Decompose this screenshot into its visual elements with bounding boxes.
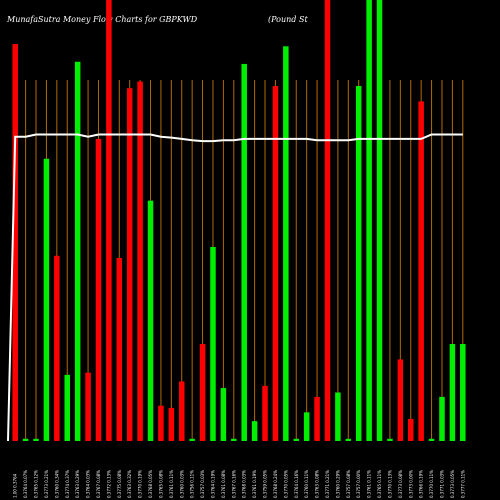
x-tick-label: 0.3775 0.08% — [117, 470, 122, 498]
bar-up — [189, 438, 195, 441]
bar-down — [272, 86, 279, 441]
grid-lines — [14, 80, 464, 441]
x-tick-label: 0.3773 0.00% — [408, 470, 413, 498]
x-tick-label: 0.3764 0.16% — [294, 470, 299, 498]
x-tick-label: 0.3768 0.03% — [242, 470, 247, 498]
bar-up — [460, 343, 466, 441]
x-tick-label: 0.3760 0.29% — [335, 470, 340, 498]
bar-down — [106, 0, 112, 441]
bar-down — [397, 359, 404, 441]
bar-up — [22, 438, 29, 441]
x-tick-label: 0.3759 0.05% — [263, 470, 268, 498]
x-tick-label: 0.3773 0.08% — [398, 470, 403, 498]
x-tick-label: 0.3764 0.07% — [23, 470, 28, 498]
x-tick-label: 0.3767 0.16% — [231, 470, 236, 498]
x-tick-label: 0.3772 0.13% — [106, 470, 111, 498]
bar-down — [158, 405, 164, 441]
x-tick-label: 0.3761 0.19% — [252, 470, 257, 498]
x-tick-label: 0.3763 0.32% — [127, 470, 132, 498]
bar-down — [85, 372, 91, 441]
x-tick-label: 0.3764 0.19% — [210, 470, 215, 498]
bar-up — [64, 374, 70, 441]
bar-down — [168, 407, 175, 441]
bar-down — [199, 343, 206, 441]
bar-up — [74, 61, 81, 442]
x-tick-label: 0.3765 0.12% — [34, 470, 39, 498]
x-tick-label: 0.3760 0.34% — [54, 470, 59, 498]
x-tick-label: 0.3773 0.21% — [44, 470, 49, 498]
x-tick-label: 0.3756 0.11% — [190, 470, 195, 498]
bar-down — [418, 101, 424, 442]
x-tick-label: 0.3771 0.03% — [439, 470, 444, 498]
x-tick-label: 0.3771 0.21% — [325, 470, 330, 498]
x-tick-label: 0.3766 0.19% — [419, 470, 424, 498]
bar-down — [137, 81, 143, 441]
money-flow-line — [7, 133, 463, 442]
bar-up — [335, 392, 341, 441]
bar-up — [210, 246, 216, 441]
line-series — [7, 133, 463, 442]
bar-up — [355, 86, 362, 441]
x-tick-label: 0.3770 0.05% — [283, 470, 288, 498]
x-tick-label: 0.3768 0.24% — [273, 470, 278, 498]
bar-down — [262, 385, 268, 442]
x-tick-label: 0.3757 0.08% — [346, 470, 351, 498]
bar-down — [126, 88, 133, 441]
x-tick-label: 0.3760 0.11% — [304, 470, 309, 498]
x-tick-label: 0.3763 0.08% — [315, 470, 320, 498]
x-tick-label: 0.3777 0.11% — [460, 470, 465, 498]
x-tick-label: 0.3774 0.37% — [65, 470, 70, 498]
bar-up — [345, 438, 352, 441]
bar-up — [43, 158, 50, 441]
bar-up — [366, 0, 372, 441]
bar-up — [293, 438, 299, 441]
x-tick-label: 0.3760 0.03% — [179, 470, 184, 498]
bar-up — [283, 46, 289, 442]
bar-up — [220, 388, 227, 441]
x-tick-label: 0.3764 0.03% — [86, 470, 91, 498]
chart-subtitle: (Pound St — [268, 15, 308, 24]
bar-up — [251, 421, 258, 441]
bar-up — [147, 200, 154, 441]
x-tick-label: 0.3765 0.11% — [377, 470, 382, 498]
x-tick-label: 0.3765 0.08% — [158, 470, 163, 498]
bar-down — [314, 396, 320, 441]
x-tick-label: 0.3761 0.08% — [221, 470, 226, 498]
x-tick-label: 0.3767 0.08% — [96, 470, 101, 498]
x-tick-label: 1.00 0.3764 — [13, 473, 18, 498]
bar-down — [12, 44, 18, 441]
bar-up — [241, 63, 247, 441]
bar-down — [95, 138, 102, 441]
bar-series — [12, 0, 466, 442]
bar-down — [116, 257, 123, 441]
x-tick-label: 0.3770 0.19% — [138, 470, 143, 498]
x-tick-label: 0.3770 0.13% — [387, 470, 392, 498]
x-tick-label: 0.3773 0.05% — [450, 470, 455, 498]
x-tick-label: 0.3761 0.11% — [169, 470, 174, 498]
x-tick-label: 0.3763 0.29% — [75, 470, 80, 498]
x-tick-label: 0.3761 0.11% — [367, 470, 372, 498]
bar-down — [54, 255, 60, 441]
chart-title: MunafaSutra Money Flow Charts for GBPKWD — [6, 15, 198, 24]
x-tick-label: 0.3768 0.05% — [148, 470, 153, 498]
bar-down — [179, 381, 185, 441]
x-tick-label: 0.3770 0.11% — [429, 470, 434, 498]
bar-up — [449, 343, 456, 441]
bar-down — [324, 0, 331, 441]
bar-up — [376, 0, 383, 441]
x-tick-label: 0.3757 0.00% — [356, 470, 361, 498]
bar-up — [303, 412, 310, 441]
bar-up — [428, 438, 435, 441]
x-tick-labels: 1.00 0.3764 0.3764 0.07% 0.3765 0.12% 0.377… — [13, 470, 466, 498]
bar-down — [408, 418, 414, 441]
bar-up — [33, 438, 39, 441]
bar-up — [439, 396, 445, 441]
bar-up — [387, 438, 393, 441]
x-tick-label: 0.3757 0.03% — [200, 470, 205, 498]
bar-up — [231, 438, 237, 441]
